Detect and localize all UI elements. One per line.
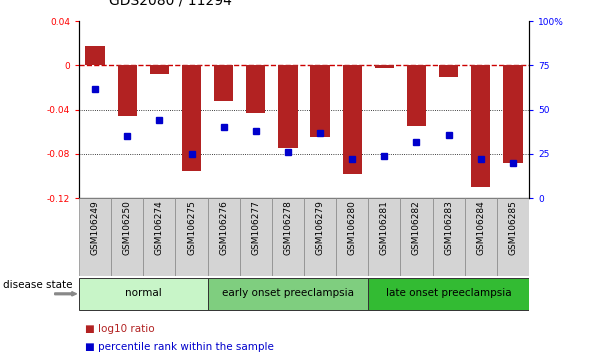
Text: GSM106276: GSM106276 [219,201,228,256]
Bar [401,198,432,276]
Bar [86,46,105,65]
Text: GSM106280: GSM106280 [348,201,357,256]
Bar [278,65,297,148]
Text: GSM106283: GSM106283 [444,201,453,256]
Bar [111,198,143,276]
Text: early onset preeclampsia: early onset preeclampsia [222,288,354,298]
Bar [304,198,336,276]
Bar [503,65,522,163]
Text: GSM106274: GSM106274 [155,201,164,255]
Text: disease state: disease state [3,280,72,290]
Bar [79,198,111,276]
Text: GSM106281: GSM106281 [380,201,389,256]
Bar [176,198,207,276]
Bar [143,198,176,276]
Text: GSM106278: GSM106278 [283,201,292,256]
Text: GSM106285: GSM106285 [508,201,517,256]
Bar [272,198,304,276]
Text: ■ log10 ratio: ■ log10 ratio [85,324,155,334]
Bar [375,65,394,68]
Bar [182,65,201,171]
Bar [214,65,233,101]
Bar [246,65,266,113]
Text: GSM106249: GSM106249 [91,201,100,255]
Text: ■ percentile rank within the sample: ■ percentile rank within the sample [85,342,274,352]
Bar [240,198,272,276]
Bar [497,198,529,276]
Bar [368,198,401,276]
Text: GDS2080 / 11294: GDS2080 / 11294 [109,0,232,7]
Text: late onset preeclampsia: late onset preeclampsia [386,288,511,298]
Bar [407,65,426,126]
Bar [368,278,529,310]
Text: GSM106275: GSM106275 [187,201,196,256]
Bar [439,65,458,76]
Text: GSM106284: GSM106284 [476,201,485,255]
Text: GSM106277: GSM106277 [251,201,260,256]
Bar [336,198,368,276]
Bar [207,198,240,276]
Bar [342,65,362,174]
Bar [465,198,497,276]
Bar [207,278,368,310]
Bar [311,65,330,137]
Text: GSM106279: GSM106279 [316,201,325,256]
Bar [432,198,465,276]
Bar [117,65,137,116]
Text: GSM106250: GSM106250 [123,201,132,256]
Bar [79,278,207,310]
Text: GSM106282: GSM106282 [412,201,421,255]
Text: normal: normal [125,288,162,298]
Bar [150,65,169,74]
Bar [471,65,491,187]
